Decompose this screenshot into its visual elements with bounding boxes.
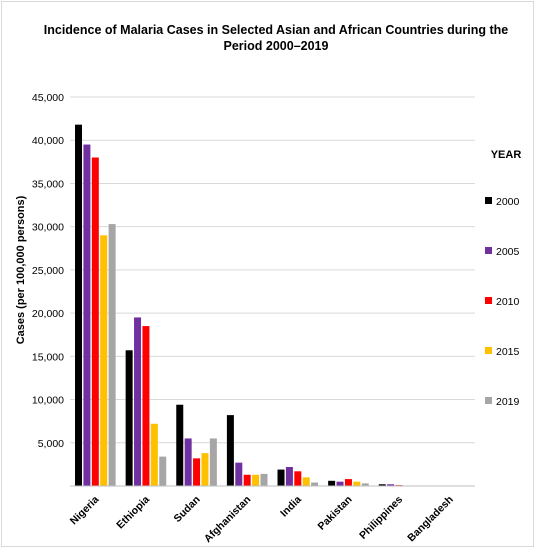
legend-label-2000: 2000 bbox=[496, 196, 520, 208]
bar-nigeria-2005 bbox=[83, 144, 91, 487]
bar-nigeria-2000 bbox=[75, 124, 83, 486]
legend-label-2015: 2015 bbox=[496, 346, 520, 358]
bar-pakistan-2005 bbox=[336, 481, 344, 486]
bar-sudan-2000 bbox=[176, 404, 184, 486]
bar-philippines-2005 bbox=[387, 484, 395, 486]
category-label: Pakistan bbox=[316, 494, 355, 533]
y-axis-label: Cases (per 100,000 persons) bbox=[15, 195, 27, 344]
category-label: Sudan bbox=[172, 494, 203, 525]
legend-swatch-2000 bbox=[485, 197, 492, 204]
legend-label-2010: 2010 bbox=[496, 296, 520, 308]
bar-ethiopia-2015 bbox=[150, 423, 158, 486]
legend-label-2019: 2019 bbox=[496, 396, 520, 408]
bar-pakistan-2010 bbox=[344, 479, 352, 486]
bar-sudan-2010 bbox=[193, 458, 201, 486]
y-axis-ticks: 45,000 40,000 35,000 30,000 25,000 20,000 15,0… bbox=[32, 92, 64, 450]
bar-ethiopia-2019 bbox=[159, 456, 167, 486]
bar-philippines-2000 bbox=[378, 484, 386, 486]
bar-pakistan-2019 bbox=[361, 483, 369, 486]
bar-sudan-2015 bbox=[201, 453, 209, 486]
legend-label-2005: 2005 bbox=[496, 246, 520, 258]
bars bbox=[75, 124, 470, 487]
category-label: Bangladesh bbox=[405, 494, 456, 545]
x-axis-categories: Nigeria Ethiopia Sudan Afghanistan India Paki… bbox=[68, 494, 456, 545]
bar-sudan-2005 bbox=[184, 438, 192, 486]
bar-nigeria-2015 bbox=[100, 235, 108, 486]
legend-swatch-2010 bbox=[485, 297, 492, 304]
chart-title-line-1: Incidence of Malaria Cases in Selected A… bbox=[44, 23, 509, 37]
category-label: Ethiopia bbox=[114, 494, 152, 532]
bar-india-2005 bbox=[285, 466, 293, 486]
category-label: Nigeria bbox=[68, 494, 102, 528]
bar-pakistan-2015 bbox=[353, 481, 361, 486]
y-tick-label: 25,000 bbox=[32, 265, 64, 277]
chart-title-line-2: Period 2000–2019 bbox=[224, 39, 329, 53]
bar-sudan-2019 bbox=[209, 438, 217, 486]
legend-swatch-2019 bbox=[485, 397, 492, 404]
bar-afghanistan-2005 bbox=[235, 462, 243, 486]
bar-ethiopia-2005 bbox=[134, 317, 142, 486]
bar-nigeria-2019 bbox=[108, 224, 116, 486]
bar-india-2010 bbox=[294, 471, 302, 486]
y-tick-label: 20,000 bbox=[32, 308, 64, 320]
bar-afghanistan-2019 bbox=[260, 473, 268, 486]
bar-india-2015 bbox=[302, 477, 310, 486]
y-tick-label: 5,000 bbox=[38, 438, 64, 450]
category-label: Afghanistan bbox=[202, 494, 253, 545]
category-label: India bbox=[278, 494, 304, 520]
bar-afghanistan-2015 bbox=[252, 474, 260, 486]
bar-afghanistan-2000 bbox=[226, 415, 234, 486]
bar-ethiopia-2000 bbox=[125, 350, 133, 486]
legend-swatch-2015 bbox=[485, 347, 492, 354]
bar-afghanistan-2010 bbox=[243, 474, 251, 486]
legend-title: YEAR bbox=[491, 149, 522, 161]
bar-ethiopia-2010 bbox=[142, 326, 150, 486]
legend-swatch-2005 bbox=[485, 247, 492, 254]
legend: 2000 2005 2010 2015 2019 bbox=[485, 196, 520, 408]
bar-pakistan-2000 bbox=[328, 480, 336, 486]
bar-india-2000 bbox=[277, 469, 285, 486]
y-tick-label: 30,000 bbox=[32, 222, 64, 234]
bar-nigeria-2010 bbox=[91, 157, 99, 486]
y-tick-label: 35,000 bbox=[32, 178, 64, 190]
y-tick-label: 10,000 bbox=[32, 395, 64, 407]
bar-india-2019 bbox=[311, 482, 319, 486]
y-tick-label: 15,000 bbox=[32, 351, 64, 363]
y-tick-label: 40,000 bbox=[32, 135, 64, 147]
y-tick-label: 45,000 bbox=[32, 92, 64, 104]
category-label: Philippines bbox=[357, 494, 405, 542]
